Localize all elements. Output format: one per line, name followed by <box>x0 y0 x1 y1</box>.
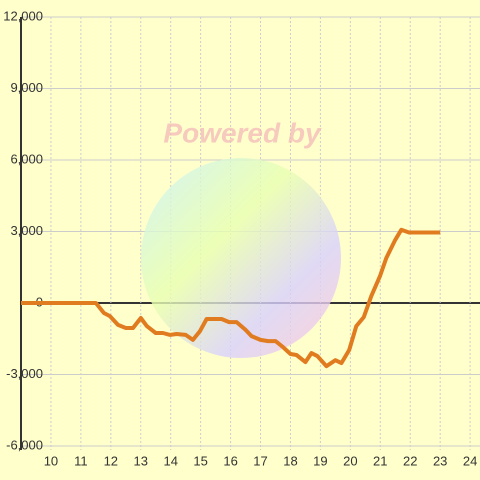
watermark-logo <box>141 158 341 358</box>
x-tick-label: 19 <box>313 453 327 468</box>
y-tick-label: 3,000 <box>10 223 43 238</box>
x-tick-label: 14 <box>163 453 177 468</box>
watermark: Powered by <box>163 117 322 148</box>
y-tick-label: 9,000 <box>10 80 43 95</box>
x-tick-label: 24 <box>463 453 477 468</box>
x-tick-label: 13 <box>134 453 148 468</box>
y-tick-label: 12,000 <box>3 8 43 23</box>
x-tick-label: 22 <box>403 453 417 468</box>
x-tick-label: 21 <box>373 453 387 468</box>
x-tick-label: 12 <box>104 453 118 468</box>
y-tick-label: 6,000 <box>10 151 43 166</box>
line <box>21 227 441 369</box>
x-tick-label: 10 <box>44 453 58 468</box>
plot <box>21 227 441 369</box>
x-tick-label: 16 <box>223 453 237 468</box>
x-tick-label: 15 <box>193 453 207 468</box>
x-tick-label: 20 <box>343 453 357 468</box>
y-tick-label: -3,000 <box>6 366 43 381</box>
x-tick-label: 11 <box>74 453 88 468</box>
x-tick-label: 17 <box>253 453 267 468</box>
x-tick-label: 18 <box>283 453 297 468</box>
y-tick-label: -6,000 <box>6 437 43 452</box>
x-tick-label: 23 <box>433 453 447 468</box>
